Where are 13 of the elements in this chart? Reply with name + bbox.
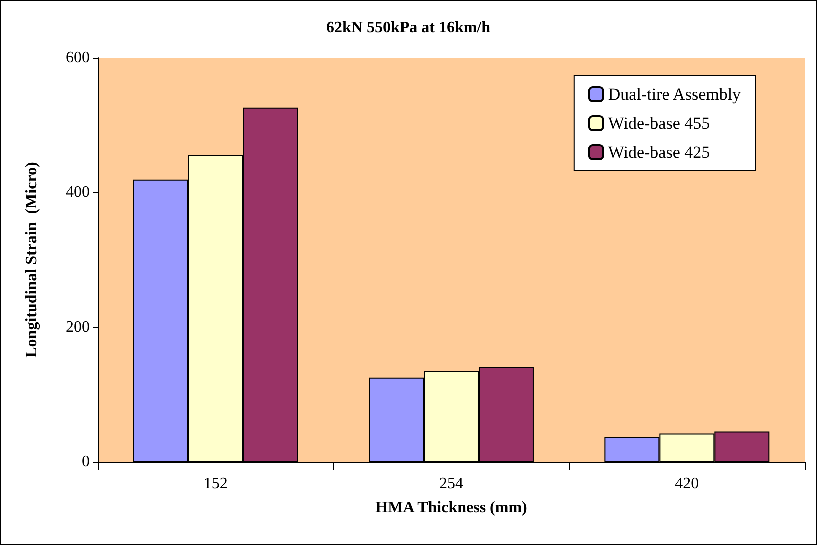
x-axis-title: HMA Thickness (mm) <box>376 500 528 516</box>
y-axis-title: Longitudinal Strain (Micro) <box>24 162 40 358</box>
legend-label: Wide-base 425 <box>608 143 710 162</box>
x-tick-label: 152 <box>204 476 228 492</box>
chart-title: 62kN 550kPa at 16km/h <box>326 20 491 36</box>
x-tick-label: 420 <box>675 476 700 492</box>
legend-label: Dual-tire Assembly <box>608 85 742 104</box>
y-tick-label: 400 <box>66 184 90 202</box>
y-tick-label: 0 <box>82 454 90 470</box>
legend-label: Wide-base 455 <box>608 114 710 133</box>
y-tick-label: 200 <box>66 318 90 336</box>
x-tick-label: 254 <box>440 476 464 492</box>
y-tick-label: 600 <box>66 50 90 66</box>
